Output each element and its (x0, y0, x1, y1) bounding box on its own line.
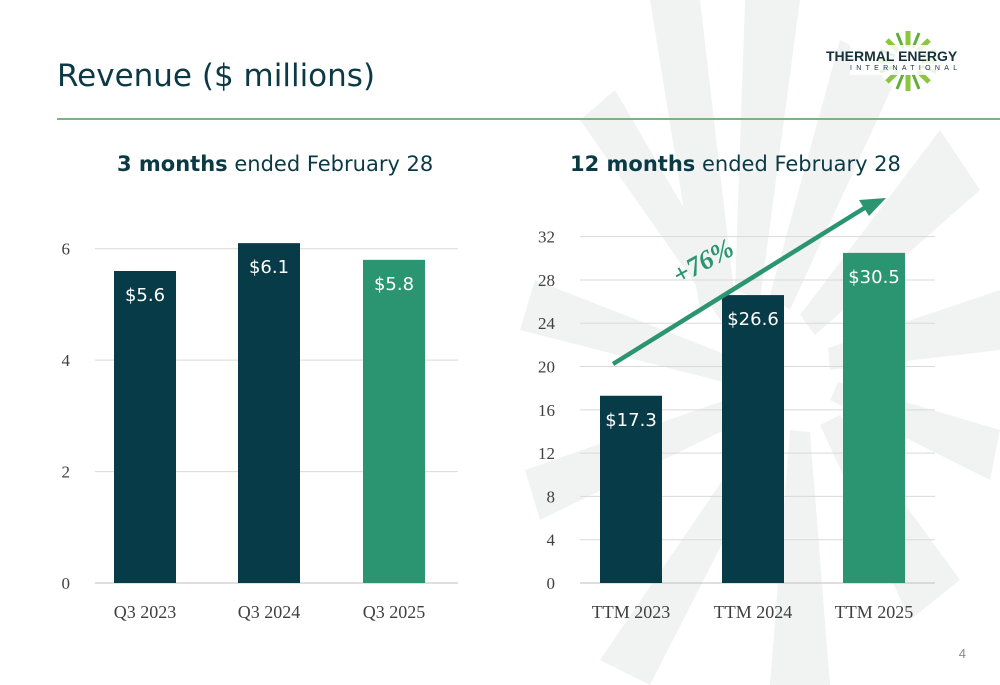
y-tick-label: 12 (538, 444, 555, 463)
y-tick-label: 20 (538, 358, 555, 377)
growth-annotation: +76% (667, 233, 738, 291)
chart-title-rest: ended February 28 (227, 152, 434, 176)
trend-arrowhead-icon (859, 198, 886, 216)
y-tick-label: 4 (62, 351, 71, 370)
y-tick-label: 4 (547, 531, 556, 550)
y-tick-label: 6 (62, 240, 71, 259)
x-tick-label: TTM 2023 (592, 602, 671, 622)
bar (363, 259, 425, 583)
chart-title-bold: 12 months (570, 152, 696, 176)
bar (722, 295, 784, 583)
chart-title-rest: ended February 28 (695, 152, 901, 176)
data-label: $5.8 (374, 274, 414, 295)
chart-title-12-months: 12 months ended February 28 (570, 152, 901, 176)
y-tick-label: 0 (547, 574, 556, 593)
x-tick-label: Q3 2023 (114, 602, 177, 622)
x-tick-label: TTM 2025 (835, 602, 914, 622)
x-tick-label: Q3 2024 (238, 602, 301, 622)
chart-title-3-months: 3 months ended February 28 (117, 152, 433, 176)
bar (600, 395, 662, 583)
y-tick-label: 2 (62, 463, 71, 482)
y-tick-label: 16 (538, 401, 555, 420)
logo-name: THERMAL ENERGY (826, 48, 958, 64)
y-tick-label: 32 (538, 228, 555, 247)
y-tick-label: 8 (547, 487, 556, 506)
logo-subtitle: INTERNATIONAL (850, 65, 962, 72)
trend-arrow-line (611, 205, 868, 366)
data-label: $30.5 (848, 267, 900, 288)
bar (238, 243, 300, 583)
x-tick-label: Q3 2025 (363, 602, 426, 622)
data-label: $6.1 (249, 257, 289, 278)
company-logo: THERMAL ENERGY INTERNATIONAL (826, 24, 976, 94)
data-label: $5.6 (125, 285, 165, 306)
chart-title-bold: 3 months (117, 152, 228, 176)
data-label: $26.6 (727, 309, 779, 330)
data-label: $17.3 (605, 410, 657, 431)
y-tick-label: 24 (538, 314, 556, 333)
y-tick-label: 0 (62, 574, 71, 593)
page-number: 4 (958, 646, 966, 661)
sunburst-logo-icon (850, 31, 966, 91)
title-divider (57, 118, 1000, 120)
x-tick-label: TTM 2024 (714, 602, 793, 622)
slide-title: Revenue ($ millions) (57, 58, 376, 94)
bar (843, 252, 905, 583)
y-tick-label: 28 (538, 271, 555, 290)
bar (114, 271, 176, 583)
